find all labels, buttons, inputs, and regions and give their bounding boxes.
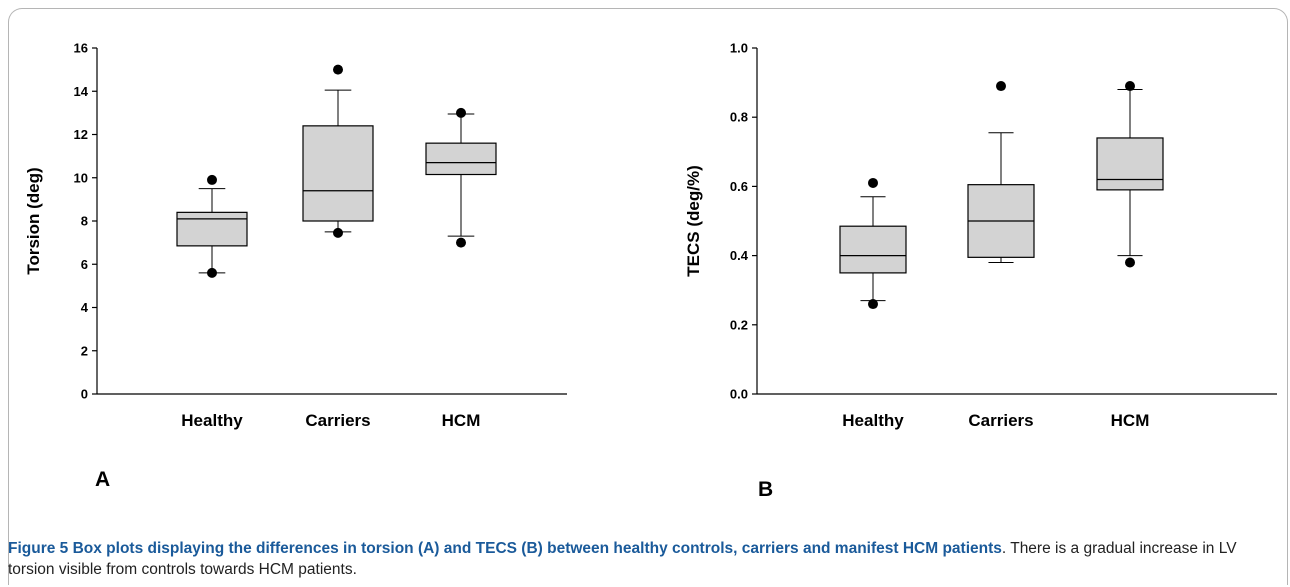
y-tick-label: 0 — [81, 387, 88, 402]
box-iqr — [176, 211, 248, 247]
outlier-point — [996, 81, 1006, 92]
figure-caption: Figure 5 Box plots displaying the differ… — [8, 538, 1283, 580]
box-plot-tecs: 0.0 0.2 0.4 0.6 0.8 1.0 TECS (deg/%) Healthy Car… — [684, 41, 1277, 501]
x-category-label: HCM — [1111, 411, 1150, 430]
y-tick-label: 0.4 — [730, 248, 749, 263]
y-axis-label: TECS (deg/%) — [684, 165, 703, 276]
y-tick-label: 1.0 — [730, 41, 748, 56]
y-tick-label: 2 — [81, 343, 88, 358]
box-iqr — [1096, 137, 1164, 191]
panel-letter-b: B — [758, 478, 773, 501]
panel-letter-a: A — [95, 468, 110, 491]
x-category-label: Healthy — [842, 411, 904, 430]
outlier-point — [1125, 257, 1135, 268]
outlier-point — [333, 227, 343, 238]
y-axis-label: Torsion (deg) — [24, 167, 43, 274]
outlier-point — [207, 174, 217, 185]
box-plot-torsion: 0 2 4 6 8 10 12 14 16 Torsion (deg) Healthy Carrier… — [24, 41, 567, 491]
x-category-label: Carriers — [968, 411, 1033, 430]
caption-text: . There is a gradual increase in LV tors… — [8, 540, 1237, 578]
box-iqr — [839, 225, 907, 274]
box-carriers — [302, 64, 374, 238]
box-carriers — [967, 81, 1035, 264]
chart-panel-b: 0.0 0.2 0.4 0.6 0.8 1.0 TECS (deg/%) Healthy Car… — [684, 40, 1290, 501]
chart-panel-a: 0 2 4 6 8 10 12 14 16 Torsion (deg) Healthy Carrier… — [24, 40, 625, 500]
box-healthy — [839, 177, 907, 310]
box-healthy — [176, 174, 248, 278]
y-tick-label: 0.6 — [730, 179, 748, 194]
outlier-point — [456, 107, 466, 118]
outlier-point — [456, 237, 466, 248]
y-tick-label: 14 — [74, 84, 89, 99]
figure-frame — [8, 8, 1288, 585]
box-hcm — [425, 107, 497, 248]
box-iqr — [425, 142, 497, 176]
outlier-point — [868, 299, 878, 310]
y-tick-label: 6 — [81, 257, 88, 272]
y-tick-label: 16 — [74, 41, 88, 56]
y-tick-label: 8 — [81, 214, 88, 229]
outlier-point — [207, 267, 217, 278]
y-tick-label: 10 — [74, 170, 88, 185]
outlier-point — [868, 177, 878, 188]
y-tick-label: 0.0 — [730, 387, 748, 402]
y-tick-label: 4 — [81, 300, 89, 315]
x-category-label: Healthy — [181, 411, 243, 430]
y-tick-label: 12 — [74, 127, 88, 142]
x-category-label: HCM — [442, 411, 481, 430]
outlier-point — [1125, 81, 1135, 92]
box-hcm — [1096, 81, 1164, 268]
box-iqr — [302, 125, 374, 222]
caption-title: Figure 5 Box plots displaying the differ… — [8, 540, 1002, 557]
x-category-label: Carriers — [305, 411, 370, 430]
outlier-point — [333, 64, 343, 75]
y-tick-label: 0.2 — [730, 317, 748, 332]
y-tick-label: 0.8 — [730, 110, 748, 125]
